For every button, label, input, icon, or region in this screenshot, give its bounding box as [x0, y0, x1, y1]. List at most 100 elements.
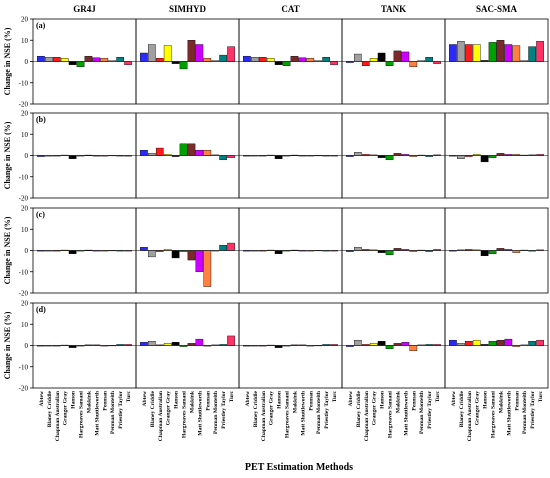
bar	[140, 149, 148, 156]
bar	[377, 155, 386, 158]
category-label: Blaney Criddle	[356, 390, 362, 427]
bar	[480, 155, 489, 163]
bar	[195, 149, 204, 156]
bar	[330, 61, 338, 65]
category-label: Hargreaves Samani	[182, 391, 188, 438]
category-label: Hargreaves Samani	[491, 391, 497, 438]
category-label: Granger Gray	[166, 391, 172, 425]
bar	[322, 57, 330, 62]
bar	[385, 155, 394, 160]
bar	[140, 247, 148, 251]
y-tick-label: 10	[21, 226, 29, 234]
model-frame	[444, 18, 549, 105]
category-label: Chapman Australian	[55, 390, 61, 441]
bar	[496, 40, 505, 62]
category-label: Blaney Criddle	[253, 390, 259, 427]
bar	[354, 247, 362, 251]
bar	[457, 41, 465, 62]
y-tick-label: -10	[19, 173, 29, 181]
bar	[187, 40, 196, 62]
bar	[464, 341, 473, 346]
bar	[401, 342, 410, 346]
category-label: Abtew	[142, 390, 148, 406]
bar	[68, 61, 77, 65]
category-label: Makkink	[189, 390, 195, 413]
category-label: Matt Shuttleworth	[506, 390, 512, 435]
bar	[290, 55, 299, 62]
category-label: Hamon	[483, 390, 489, 409]
y-tick-label: 0	[25, 342, 29, 350]
model-box	[135, 112, 240, 199]
category-label: Hamon	[174, 390, 180, 409]
bar	[266, 58, 275, 62]
bar	[187, 250, 196, 261]
bar	[155, 58, 164, 62]
model-title: TANK	[381, 4, 406, 14]
model-box	[135, 302, 240, 389]
bar	[385, 61, 394, 66]
category-label: Makkink	[292, 390, 298, 413]
bar	[385, 250, 394, 255]
category-label: Priestley Taylor	[530, 390, 536, 428]
category-label: Chapman Australian	[261, 390, 267, 441]
bar	[369, 58, 378, 62]
category-label: Penman Monteith	[419, 390, 425, 434]
bar	[60, 58, 69, 62]
model-box	[238, 112, 343, 199]
panel-label: (c)	[36, 210, 45, 219]
bar	[243, 55, 251, 62]
bar	[472, 339, 481, 346]
bar	[401, 51, 410, 62]
bar	[179, 61, 188, 70]
panel-label: (b)	[36, 115, 46, 124]
category-label: Penman	[514, 390, 520, 410]
bar	[369, 343, 378, 346]
y-tick-label: 0	[25, 152, 29, 160]
category-label: Priestley Taylor	[427, 390, 433, 428]
bar	[100, 58, 109, 62]
model-box	[238, 207, 343, 294]
bar	[377, 341, 386, 346]
bar	[377, 250, 386, 253]
panel: Change in NSE (%) -20 -10 0 10 20 (a)	[3, 16, 549, 109]
y-tick-label: 0	[25, 58, 29, 66]
bar	[512, 45, 521, 62]
bar	[92, 57, 101, 62]
bar	[37, 55, 45, 62]
y-axis-label: Change in NSE (%)	[3, 216, 12, 284]
bar	[124, 61, 132, 65]
category-label: Turc	[229, 390, 235, 402]
bar	[472, 44, 481, 62]
category-label: Granger Gray	[372, 391, 378, 425]
bar	[480, 250, 489, 257]
model-titles: GR4J SIMHYD CAT TANK SAC-SMA	[73, 4, 517, 14]
model-title: CAT	[281, 4, 299, 14]
category-label: Abtew	[245, 390, 251, 406]
bar	[187, 343, 196, 346]
bar	[274, 155, 283, 159]
category-label: Turc	[126, 390, 132, 402]
category-label: Blaney Criddle	[150, 390, 156, 427]
bar	[393, 50, 402, 62]
bar	[203, 149, 212, 156]
bar	[409, 61, 418, 68]
bar	[203, 250, 212, 287]
bar	[140, 342, 148, 346]
category-label: Blaney Criddle	[459, 390, 465, 427]
panel: Change in NSE (%) -20 -10 0 10 20 (b)	[3, 110, 549, 203]
bar	[227, 242, 235, 251]
bar	[258, 57, 267, 62]
model-box	[32, 112, 137, 199]
category-label: Penman Monteith	[213, 390, 219, 434]
bar	[449, 339, 457, 346]
category-label: Penman	[411, 390, 417, 410]
bar	[163, 45, 172, 62]
category-label: Chapman Australian	[364, 390, 370, 441]
bar	[227, 335, 235, 346]
bar	[488, 250, 497, 254]
y-tick-label: 20	[21, 205, 29, 213]
model-box	[32, 207, 137, 294]
bar	[163, 343, 172, 346]
bar	[496, 339, 505, 346]
category-label: Hargreaves Samani	[79, 391, 85, 438]
